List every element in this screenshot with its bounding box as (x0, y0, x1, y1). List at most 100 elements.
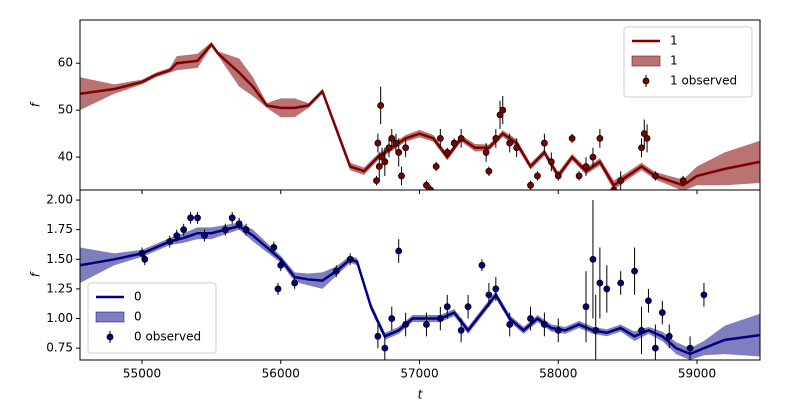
observed-point (540, 139, 548, 147)
legend-label: 1 observed (670, 74, 737, 88)
observed-point (610, 186, 618, 190)
observed-point (443, 149, 451, 156)
y-tick-label: 1.75 (46, 222, 73, 236)
y-tick-label: 40 (58, 150, 73, 164)
observed-point (547, 158, 555, 166)
x-tick-label: 59000 (678, 367, 716, 381)
observed-point (457, 326, 465, 334)
observed-point (482, 149, 490, 156)
observed-point (450, 139, 458, 147)
observed-point (617, 177, 625, 185)
observed-point (638, 144, 645, 152)
observed-point (274, 285, 282, 293)
observed-point (485, 291, 493, 299)
observed-point (592, 326, 600, 334)
observed-point (173, 232, 181, 240)
observed-point (423, 321, 430, 328)
observed-point (235, 220, 243, 228)
observed-point (402, 321, 410, 328)
observed-point (499, 106, 507, 114)
observed-point (589, 255, 597, 263)
observed-point (686, 344, 694, 352)
x-tick-label: 55000 (123, 367, 161, 381)
observed-point (527, 181, 534, 189)
observed-point (658, 309, 666, 317)
observed-point (568, 134, 576, 142)
legend-label: 0 (134, 290, 142, 304)
legend-box (87, 282, 217, 354)
observed-point (194, 214, 201, 222)
observed-point (478, 261, 486, 269)
observed-point (534, 172, 541, 180)
observed-point (464, 303, 472, 311)
observed-point (506, 139, 514, 147)
legend-box (623, 26, 753, 98)
confidence-band (80, 222, 760, 360)
observed-point (398, 172, 405, 180)
observed-point (436, 134, 444, 142)
observed-point (457, 134, 465, 142)
observed-point (381, 344, 389, 352)
observed-point (603, 285, 611, 293)
observed-point (485, 167, 493, 175)
y-tick-label: 2.00 (46, 193, 73, 207)
y-tick-label: 0.75 (46, 341, 73, 355)
observed-point (679, 177, 687, 185)
observed-point (395, 149, 403, 156)
observed-point (395, 247, 403, 255)
plot-area (80, 200, 760, 360)
observed-point (432, 163, 440, 170)
legend-label: 0 observed (134, 330, 201, 344)
observed-point (180, 226, 188, 234)
observed-point (700, 291, 708, 299)
observed-point (617, 279, 625, 287)
observed-point (575, 172, 583, 180)
observed-point (506, 321, 514, 328)
observed-point (638, 326, 645, 334)
observed-point (270, 244, 278, 251)
legend-swatch (631, 55, 661, 67)
observed-point (228, 214, 236, 222)
observed-point (201, 232, 208, 240)
legend-label: 1 (670, 54, 678, 68)
x-tick-label: 58000 (539, 367, 577, 381)
y-tick-label: 1.50 (46, 252, 73, 266)
observed-point (373, 177, 380, 185)
legend-swatch (642, 77, 650, 85)
observed-point (492, 285, 500, 293)
y-tick-label: 60 (58, 56, 73, 70)
legend-swatch (95, 311, 125, 323)
observed-point (332, 267, 340, 275)
observed-point (665, 332, 673, 340)
observed-point (631, 267, 638, 275)
observed-point (645, 297, 652, 305)
y-axis-label: f (29, 101, 43, 107)
observed-point (187, 214, 194, 222)
observed-point (291, 279, 299, 287)
y-tick-label: 1.00 (46, 311, 73, 325)
observed-point (423, 181, 430, 189)
observed-point (589, 153, 597, 161)
observed-point (388, 134, 396, 142)
observed-point (385, 144, 393, 152)
observed-point (141, 255, 149, 263)
observed-point (402, 144, 410, 152)
observed-point (166, 238, 174, 245)
observed-point (443, 303, 451, 311)
observed-point (138, 249, 146, 257)
observed-point (643, 134, 651, 142)
confidence-band (80, 42, 760, 190)
observed-point (221, 226, 229, 234)
observed-point (377, 102, 385, 109)
observed-point (427, 186, 435, 190)
observed-point (375, 163, 383, 170)
legend-swatch (106, 333, 114, 341)
observed-point (492, 134, 500, 142)
observed-point (381, 158, 389, 166)
observed-point (596, 279, 604, 287)
observed-point (651, 172, 659, 180)
x-axis-label: t (418, 388, 424, 401)
observed-point (513, 144, 521, 152)
